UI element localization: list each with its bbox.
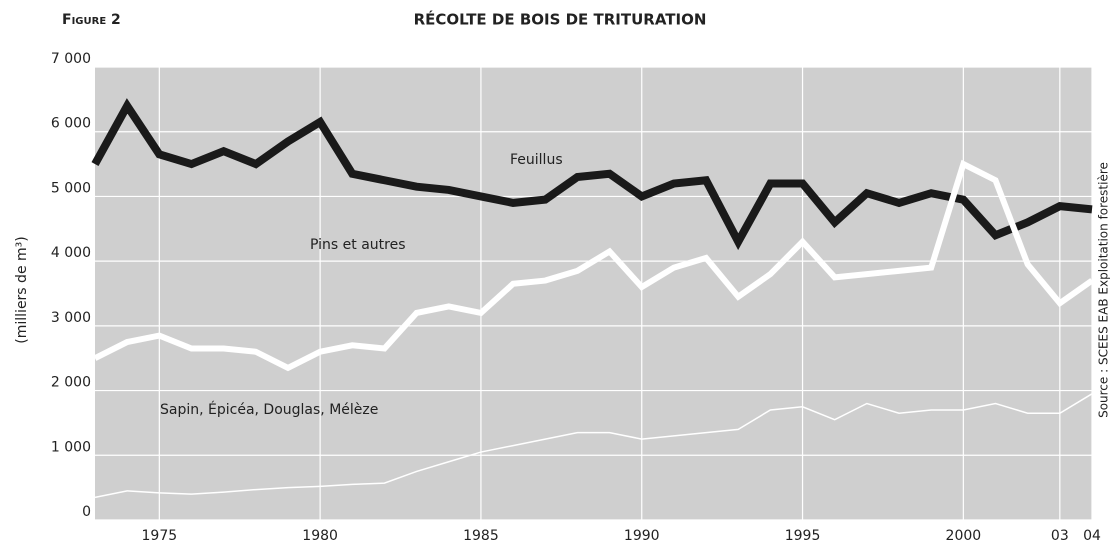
x-tick-label: 1995 [785,528,821,544]
y-tick-label: 7 000 [51,51,91,67]
series-label: Feuillus [510,152,563,168]
chart-title: RÉCOLTE DE BOIS DE TRITURATION [414,10,707,29]
series-label: Sapin, Épicéa, Douglas, Mélèze [160,401,378,418]
x-tick-label: 1975 [142,528,178,544]
figure-label: Figure 2 [62,12,121,28]
y-tick-label: 3 000 [51,310,91,326]
x-tick-label: 2000 [946,528,982,544]
x-tick-label: 1990 [624,528,660,544]
y-tick-label: 5 000 [51,180,91,196]
y-tick-label: 1 000 [51,439,91,455]
series-label: Pins et autres [310,237,406,253]
y-tick-label: 4 000 [51,245,91,261]
x-tick-label: 1980 [302,528,338,544]
source: Source : SCEES EAB Exploitation forestiè… [1097,162,1111,418]
series-line [91,98,1093,251]
y-tick-label: 2 000 [51,375,91,391]
y-tick-label: 6 000 [51,116,91,132]
y-axis-label: (milliers de m³) [14,236,30,343]
plot-area [95,67,1092,520]
x-tick-label: 04 [1083,528,1101,544]
x-tick-label: 1985 [463,528,499,544]
y-tick-label: 0 [82,504,91,520]
series-line [93,159,1094,372]
x-tick-label: 03 [1051,528,1069,544]
series-line [94,393,1093,499]
